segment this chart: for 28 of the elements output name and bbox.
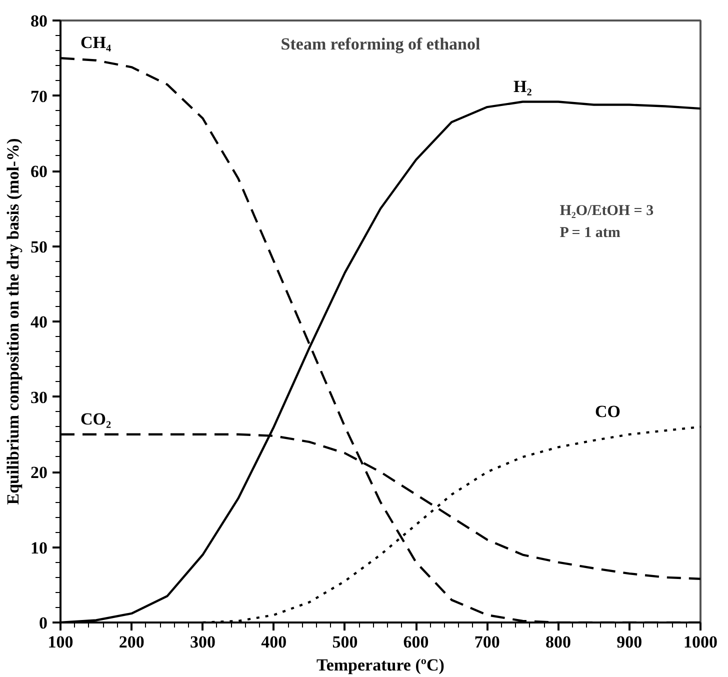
x-tick-label: 800 (546, 632, 572, 652)
annotation: P = 1 atm (560, 225, 621, 242)
x-tick-label: 200 (118, 632, 144, 652)
y-tick-label: 30 (30, 388, 48, 407)
y-tick-label: 60 (30, 162, 48, 181)
y-tick-label: 0 (39, 614, 48, 632)
annotation: H₂O/EtOH = 3 (560, 203, 654, 220)
y-tick-label: 10 (30, 538, 48, 558)
y-tick-label: 80 (30, 12, 48, 30)
series-label: CO (595, 402, 620, 421)
x-tick-label: 700 (474, 632, 500, 652)
x-tick-label: 400 (261, 632, 287, 652)
y-axis-title: Equilibrium composition on the dry basis (mol-%) (4, 138, 22, 505)
series-label: CO₂ (80, 409, 112, 428)
y-tick-label: 70 (30, 86, 48, 106)
y-tick-label: 50 (30, 237, 48, 256)
x-tick-label: 1000 (684, 632, 718, 652)
x-tick-label: 500 (332, 632, 358, 652)
x-tick-label: 300 (190, 632, 216, 652)
x-tick-label: 100 (48, 632, 74, 652)
y-tick-label: 20 (30, 463, 48, 482)
text: Steam reforming of ethanol (280, 34, 480, 54)
x-axis-title: Temperature (ºC) (316, 656, 444, 674)
x-tick-label: 900 (616, 632, 642, 652)
x-tick-label: 600 (403, 632, 429, 652)
y-tick-label: 40 (30, 312, 48, 332)
series-label: H₂ (514, 76, 532, 96)
series-label: CH₄ (80, 33, 112, 52)
